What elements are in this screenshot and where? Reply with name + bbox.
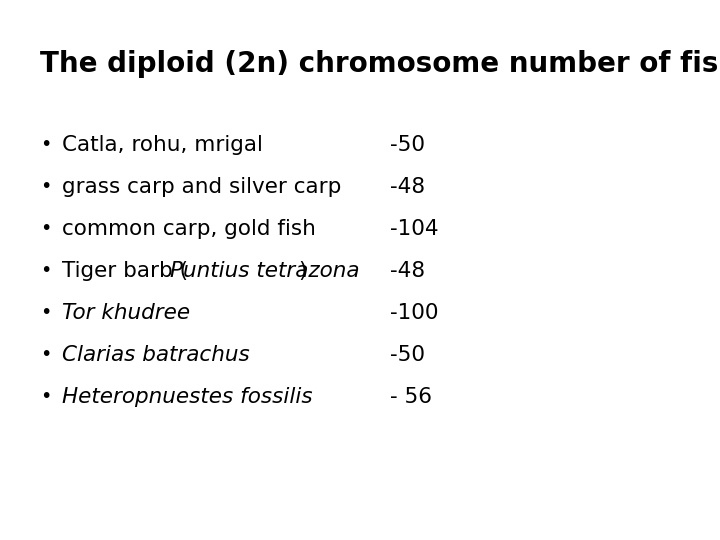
Text: Clarias batrachus: Clarias batrachus: [62, 345, 250, 365]
Text: grass carp and silver carp: grass carp and silver carp: [62, 177, 341, 197]
Text: •: •: [40, 303, 51, 322]
Text: Catla, rohu, mrigal: Catla, rohu, mrigal: [62, 135, 263, 155]
Text: -50: -50: [390, 135, 425, 155]
Text: -100: -100: [390, 303, 438, 323]
Text: The diploid (2n) chromosome number of fishes: The diploid (2n) chromosome number of fi…: [40, 50, 720, 78]
Text: Heteropnuestes fossilis: Heteropnuestes fossilis: [62, 387, 312, 407]
Text: -104: -104: [390, 219, 438, 239]
Text: •: •: [40, 261, 51, 280]
Text: Tiger barb (: Tiger barb (: [62, 261, 188, 281]
Text: -48: -48: [390, 261, 425, 281]
Text: •: •: [40, 177, 51, 196]
Text: •: •: [40, 387, 51, 406]
Text: ): ): [298, 261, 307, 281]
Text: -48: -48: [390, 177, 425, 197]
Text: •: •: [40, 135, 51, 154]
Text: •: •: [40, 345, 51, 364]
Text: common carp, gold fish: common carp, gold fish: [62, 219, 316, 239]
Text: Puntius tetrazona: Puntius tetrazona: [170, 261, 359, 281]
Text: - 56: - 56: [390, 387, 432, 407]
Text: •: •: [40, 219, 51, 238]
Text: Tor khudree: Tor khudree: [62, 303, 190, 323]
Text: -50: -50: [390, 345, 425, 365]
